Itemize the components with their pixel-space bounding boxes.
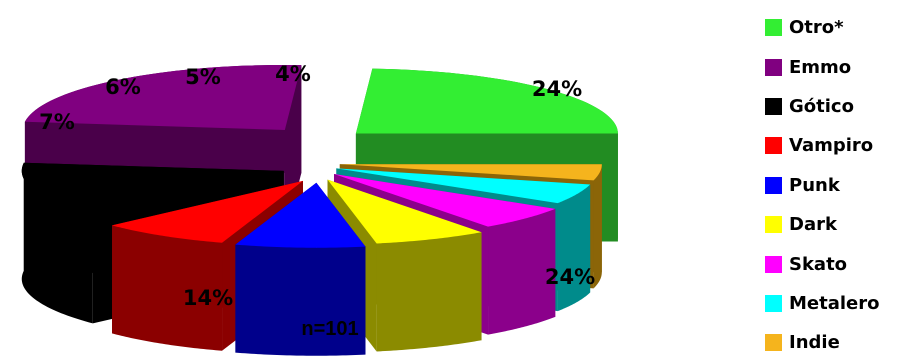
data-label-punk: 8% — [24, 200, 60, 224]
legend-item-emmo: Emmo — [765, 47, 906, 86]
data-label-dark: 7% — [39, 110, 75, 134]
legend-label: Gótico — [789, 95, 854, 117]
legend-swatch — [765, 255, 782, 273]
legend-label: Metalero — [789, 292, 880, 314]
data-label-emmo: 24% — [545, 265, 595, 289]
legend-swatch — [765, 137, 782, 155]
legend-item-vampiro: Vampiro — [765, 126, 906, 165]
legend-label: Punk — [789, 174, 840, 196]
legend-swatch — [765, 216, 782, 234]
pie-slice-punk — [235, 182, 366, 356]
legend-label: Skato — [789, 253, 848, 275]
chart-legend: Otro* Emmo Gótico Vampiro Punk Dark Skato Metal… — [765, 8, 906, 357]
data-label-indie: 4% — [275, 62, 311, 86]
legend-label: Otro* — [789, 17, 844, 39]
legend-item-punk: Punk — [765, 166, 906, 205]
legend-swatch — [765, 19, 782, 37]
legend-swatch — [765, 97, 782, 115]
legend-label: Emmo — [789, 56, 852, 78]
data-label-vampiro: 8% — [57, 250, 93, 274]
legend-item-skato: Skato — [765, 244, 906, 283]
legend-swatch — [765, 58, 782, 76]
data-label-g-tico: 14% — [183, 286, 233, 310]
legend-item-dark: Dark — [765, 205, 906, 244]
data-label-metalero: 5% — [185, 65, 221, 89]
legend-label: Vampiro — [789, 135, 874, 157]
legend-label: Indie — [789, 332, 840, 354]
data-label-skato: 6% — [105, 75, 141, 99]
sample-size-note: n=101 — [301, 318, 359, 340]
legend-swatch — [765, 334, 782, 352]
legend-swatch — [765, 294, 782, 312]
legend-item-g-tico: Gótico — [765, 87, 906, 126]
data-label-otro: 24% — [532, 77, 582, 101]
legend-swatch — [765, 176, 782, 194]
pie-slice-dark — [327, 179, 482, 352]
legend-item-indie: Indie — [765, 323, 906, 357]
legend-item-otro: Otro* — [765, 8, 906, 47]
legend-label: Dark — [789, 214, 837, 236]
legend-item-metalero: Metalero — [765, 284, 906, 323]
